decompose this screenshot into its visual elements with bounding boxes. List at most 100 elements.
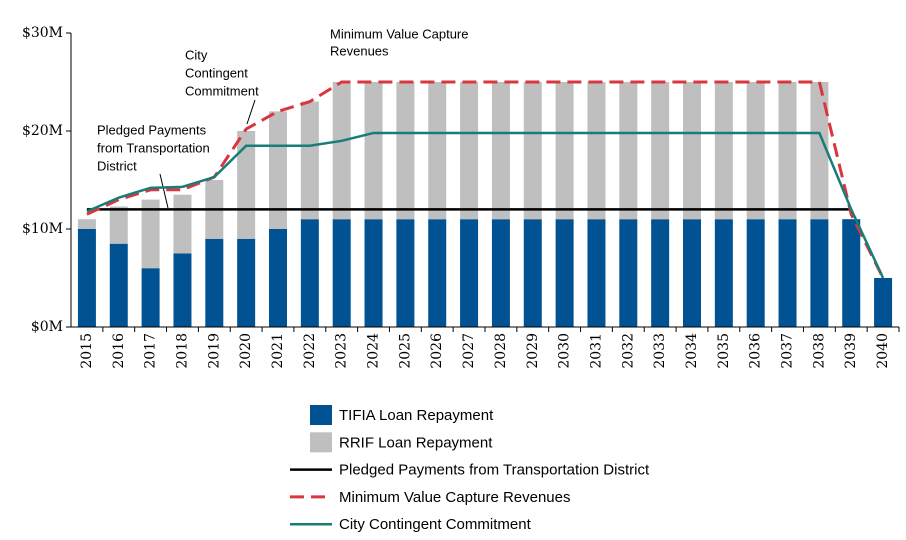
x-tick-label: 2030 [557,333,573,369]
x-tick-label: 2034 [684,333,700,369]
bar [555,219,574,327]
annotation: Commitment [185,83,259,98]
line-series [86,80,885,279]
bar [683,82,701,220]
bar [109,206,128,244]
bar [714,82,733,220]
bar [778,219,797,327]
bar [714,219,733,327]
legend-label: RRIF Loan Repayment [339,434,493,451]
annotation: Revenues [330,43,389,58]
x-tick-label: 2031 [588,333,604,369]
bar [141,268,160,327]
bar [810,219,829,327]
x-tick-label: 2028 [493,333,509,369]
legend-label: TIFIA Loan Repayment [339,407,494,424]
bar [332,82,351,220]
bar [746,82,765,220]
x-tick-label: 2027 [461,333,477,369]
bar [109,243,128,327]
annotations: Minimum Value Capture Revenues City Cont… [97,26,468,209]
annotation: Minimum Value Capture [330,26,468,41]
bar [619,219,638,327]
bar [269,111,287,229]
bar [683,219,701,327]
legend-label: Pledged Payments from Transportation Dis… [339,462,650,479]
x-tick-label: 2019 [206,333,222,369]
bar [77,229,96,327]
leader-line [246,99,256,125]
bar [842,219,861,327]
bar [332,219,351,327]
bar [651,219,670,327]
x-tick-label: 2025 [397,333,413,369]
x-tick-label: 2024 [366,333,382,369]
leader-line [159,173,169,209]
bars [77,82,893,327]
x-tick-label: 2020 [238,333,254,369]
bar [555,82,574,220]
y-tick-label: $30M [22,25,63,41]
x-tick-label: 2037 [780,333,796,369]
x-tick-label: 2039 [843,333,859,369]
annotation: City [185,47,208,62]
x-tick-label: 2016 [111,333,127,369]
bar [269,229,287,327]
bar [874,278,893,327]
bar [523,219,542,327]
x-tick-label: 2021 [270,333,286,369]
bar [491,219,510,327]
bar [428,82,447,220]
bar [173,194,192,254]
bar [619,82,638,220]
y-tick-label: $10M [22,221,63,237]
x-tick-label: 2017 [143,333,159,369]
bar [460,219,479,327]
bar [587,219,606,327]
bar [364,219,383,327]
legend-swatch [310,432,332,453]
bar [396,82,415,220]
bar [77,219,96,229]
y-tick-label: $0M [31,319,63,335]
bar [173,253,192,327]
x-tick-label: 2015 [79,333,95,369]
x-tick-label: 2018 [174,333,190,369]
bar [810,82,829,220]
line-series [86,131,885,279]
bar [523,82,542,220]
bar [396,219,415,327]
bar [237,238,256,327]
x-tick-label: 2026 [429,333,445,369]
bar [651,82,670,220]
legend-label: City Contingent Commitment [339,516,532,533]
x-tick-label: 2023 [334,333,350,369]
x-tick-label: 2033 [652,333,668,369]
x-tick-label: 2040 [875,333,891,369]
legend-swatch [310,405,332,425]
bar [587,82,606,220]
bar [300,219,319,327]
x-tick-label: 2035 [716,333,732,369]
annotation: from Transportation [97,140,210,155]
annotation: Pledged Payments [97,122,207,137]
legend-label: Minimum Value Capture Revenues [339,489,571,506]
bar [364,82,383,220]
bar [778,82,797,220]
annotation: District [97,158,137,173]
x-tick-label: 2022 [302,333,318,369]
bar [428,219,447,327]
bar [300,101,319,220]
x-tick-label: 2038 [811,333,827,369]
x-tick-label: 2036 [748,333,764,369]
x-tick-label: 2032 [620,333,636,369]
bar [205,238,224,327]
x-tick-label: 2029 [525,333,541,369]
y-tick-label: $20M [22,123,63,139]
annotation: Contingent [185,65,248,80]
bar [237,131,256,239]
bar [746,219,765,327]
bar [460,82,479,220]
bar [491,82,510,220]
